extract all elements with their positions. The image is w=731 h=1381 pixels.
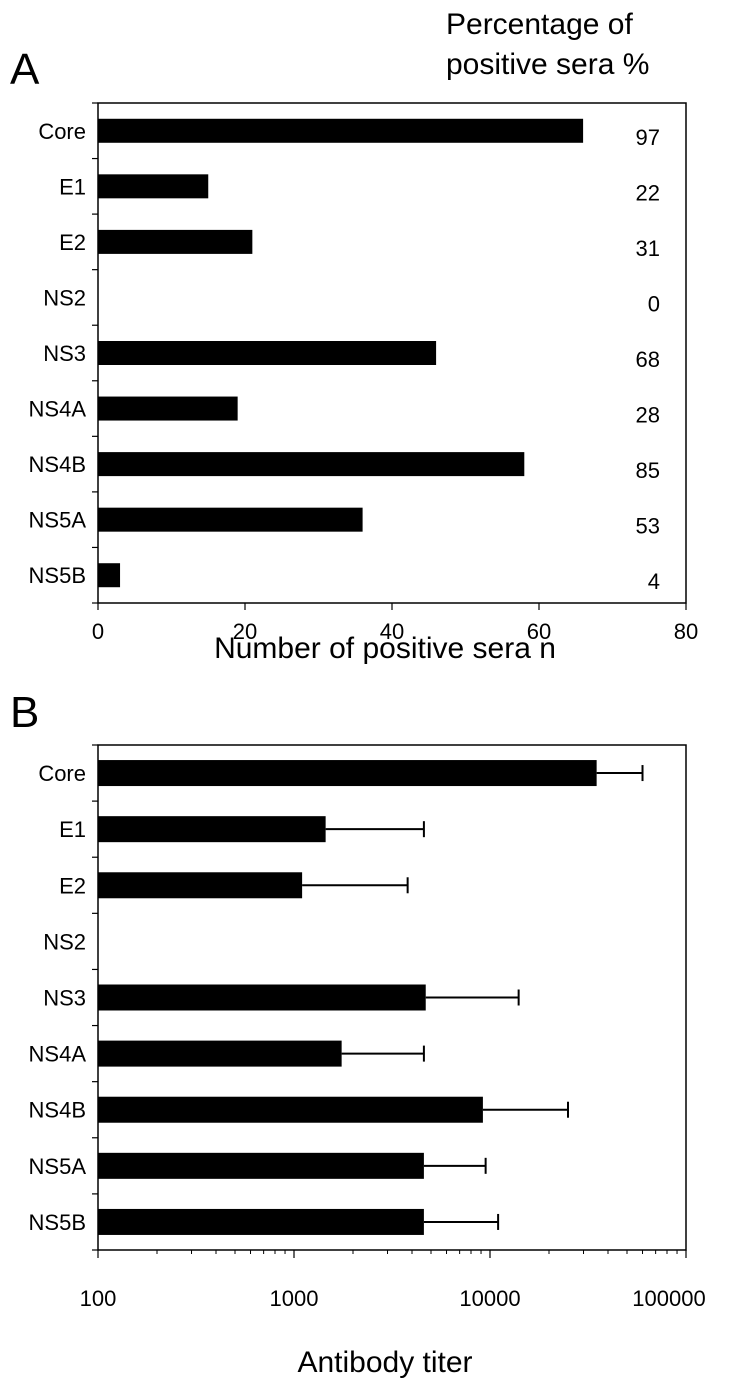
- percentage-header-line-2: positive sera %: [446, 48, 649, 81]
- y-tick-label-a-ns2: NS2: [43, 285, 86, 310]
- bar-b-ns5b: [98, 1208, 424, 1235]
- bar-a-ns3: [98, 341, 437, 365]
- bar-b-ns4b: [98, 1096, 483, 1123]
- percentage-label-ns4a: 28: [636, 403, 660, 428]
- bar-b-ns3: [98, 984, 426, 1011]
- x-tick-label-a-40: 40: [380, 619, 404, 644]
- percentage-header-line-1: Percentage of: [446, 8, 633, 41]
- x-tick-label-a-0: 0: [92, 619, 104, 644]
- percentage-label-ns2: 0: [648, 291, 660, 316]
- x-tick-label-b-100: 100: [80, 1286, 117, 1311]
- percentage-label-ns5a: 53: [636, 514, 660, 539]
- bar-b-e2: [98, 872, 303, 899]
- x-tick-label-b-10000: 10000: [459, 1286, 520, 1311]
- bar-a-ns5a: [98, 507, 363, 532]
- y-tick-label-b-ns2: NS2: [43, 929, 86, 954]
- bar-b-e1: [98, 816, 326, 843]
- bar-a-e1: [98, 174, 209, 199]
- y-tick-label-b-ns3: NS3: [43, 986, 86, 1011]
- percentage-label-ns3: 68: [636, 347, 660, 372]
- y-tick-label-a-e1: E1: [59, 174, 86, 199]
- panel-b: B Core E1 E2 NS2 NS3 NS4A NS4B NS5A NS5B 100 1000…: [10, 688, 706, 1379]
- percentage-label-core: 97: [636, 125, 660, 150]
- x-tick-label-b-100000: 100000: [632, 1286, 705, 1311]
- x-tick-label-b-1000: 1000: [270, 1286, 319, 1311]
- y-tick-label-b-ns4a: NS4A: [29, 1042, 87, 1067]
- panel-b-label: B: [10, 688, 39, 737]
- y-tick-label-b-ns4b: NS4B: [29, 1098, 86, 1123]
- percentage-label-e2: 31: [636, 236, 660, 261]
- bar-b-ns5a: [98, 1152, 424, 1179]
- bar-b-ns4a: [98, 1040, 342, 1067]
- y-tick-label-b-e1: E1: [59, 817, 86, 842]
- y-tick-label-a-ns4b: NS4B: [29, 452, 86, 477]
- bar-a-ns4b: [98, 452, 525, 477]
- y-tick-label-b-ns5b: NS5B: [29, 1210, 86, 1235]
- y-tick-label-b-e2: E2: [59, 873, 86, 898]
- y-tick-label-a-ns3: NS3: [43, 341, 86, 366]
- bar-a-e2: [98, 229, 253, 254]
- x-tick-label-a-60: 60: [527, 619, 551, 644]
- y-tick-label-a-e2: E2: [59, 230, 86, 255]
- bar-a-ns5b: [98, 563, 121, 588]
- y-tick-label-a-ns5b: NS5B: [29, 563, 86, 588]
- percentage-label-ns4b: 85: [636, 458, 660, 483]
- bar-a-ns4a: [98, 396, 238, 421]
- x-axis-title-a: Number of positive sera n: [214, 632, 556, 665]
- panel-a-label: A: [10, 45, 40, 94]
- percentage-label-ns5b: 4: [648, 569, 660, 594]
- x-tick-label-a-20: 20: [233, 619, 257, 644]
- bar-a-core: [98, 118, 584, 143]
- y-tick-label-a-ns5a: NS5A: [29, 508, 87, 533]
- y-tick-label-a-ns4a: NS4A: [29, 397, 87, 422]
- bar-b-core: [98, 760, 597, 787]
- y-tick-label-b-core: Core: [38, 761, 86, 786]
- x-tick-label-a-80: 80: [674, 619, 698, 644]
- y-tick-label-b-ns5a: NS5A: [29, 1154, 87, 1179]
- percentage-label-e1: 22: [636, 180, 660, 205]
- panel-a: A Percentage of positive sera % Core E1 E2…: [10, 8, 698, 665]
- y-tick-label-a-core: Core: [38, 119, 86, 144]
- x-axis-title-b: Antibody titer: [297, 1346, 472, 1379]
